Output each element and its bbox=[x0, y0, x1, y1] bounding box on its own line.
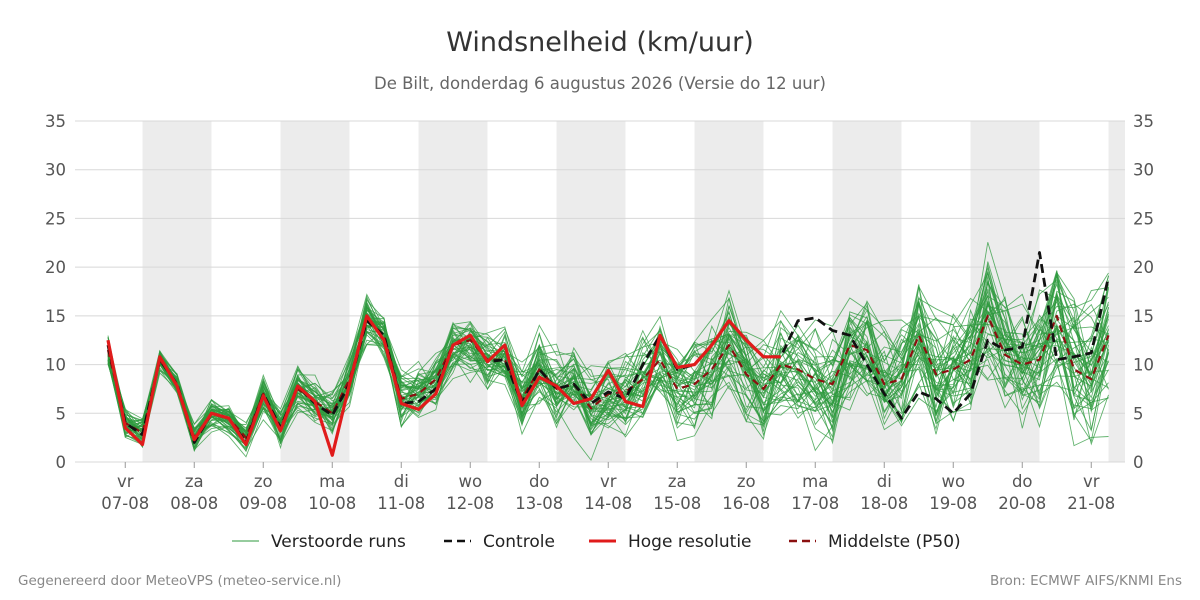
y-tick-label-right: 15 bbox=[1133, 307, 1154, 326]
x-tick-day: do bbox=[1012, 472, 1033, 491]
x-tick-date: 09-08 bbox=[239, 494, 287, 513]
x-tick-date: 20-08 bbox=[998, 494, 1046, 513]
x-tick-day: zo bbox=[254, 472, 273, 491]
high-resolution-line bbox=[106, 314, 781, 457]
main-series bbox=[106, 251, 1110, 457]
y-tick-label-left: 35 bbox=[45, 112, 66, 131]
legend-label: Verstoorde runs bbox=[271, 532, 406, 552]
x-tick-date: 07-08 bbox=[101, 494, 149, 513]
y-tick-label-left: 25 bbox=[45, 209, 66, 228]
legend-label: Controle bbox=[483, 532, 555, 552]
x-tick-date: 12-08 bbox=[446, 494, 494, 513]
legend-label: Middelste (P50) bbox=[828, 532, 961, 552]
y-tick-label-right: 35 bbox=[1133, 112, 1154, 131]
ensemble-member-line bbox=[107, 276, 1109, 452]
y-tick-label-left: 10 bbox=[45, 356, 66, 375]
x-tick-day: za bbox=[668, 472, 687, 491]
x-tick-date: 13-08 bbox=[515, 494, 563, 513]
x-tick-date: 19-08 bbox=[929, 494, 977, 513]
x-tick-day: vr bbox=[1083, 472, 1100, 491]
x-axis-ticks: vr 07-08 za 08-08 zo 09-08 ma 10-08 di 11-08 wo 12-… bbox=[101, 462, 1115, 513]
legend-label: Hoge resolutie bbox=[628, 532, 752, 552]
y-tick-label-right: 30 bbox=[1133, 161, 1154, 180]
x-tick-day: wo bbox=[458, 472, 482, 491]
x-tick-date: 14-08 bbox=[584, 494, 632, 513]
ensemble-member-line bbox=[107, 304, 1109, 450]
day-band bbox=[418, 121, 488, 462]
x-tick-date: 17-08 bbox=[791, 494, 839, 513]
chart-subtitle: De Bilt, donderdag 6 augustus 2026 (Vers… bbox=[374, 74, 826, 93]
y-tick-label-left: 15 bbox=[45, 307, 66, 326]
day-band bbox=[142, 121, 212, 462]
footer-source: Bron: ECMWF AIFS/KNMI Ens bbox=[990, 573, 1182, 589]
x-tick-day: ma bbox=[319, 472, 345, 491]
x-tick-day: wo bbox=[941, 472, 965, 491]
y-tick-label-left: 20 bbox=[45, 258, 66, 277]
x-tick-date: 18-08 bbox=[860, 494, 908, 513]
y-axis-ticks: 0 0 5 5 10 10 15 15 20 20 25 25 30 30 35 35 bbox=[45, 112, 1154, 472]
x-tick-date: 08-08 bbox=[170, 494, 218, 513]
x-tick-day: vr bbox=[117, 472, 134, 491]
x-tick-day: di bbox=[394, 472, 409, 491]
y-tick-label-right: 0 bbox=[1133, 453, 1144, 472]
x-tick-date: 10-08 bbox=[308, 494, 356, 513]
footer-credit: Gegenereerd door MeteoVPS (meteo-service… bbox=[18, 573, 341, 589]
y-tick-label-right: 5 bbox=[1133, 404, 1144, 423]
x-tick-date: 11-08 bbox=[377, 494, 425, 513]
legend: Verstoorde runs Controle Hoge resolutie Mid… bbox=[232, 532, 961, 552]
day-band bbox=[1108, 121, 1125, 462]
y-tick-label-left: 5 bbox=[56, 404, 67, 423]
ensemble-member-line bbox=[107, 284, 1109, 449]
x-tick-day: vr bbox=[600, 472, 617, 491]
y-tick-label-right: 25 bbox=[1133, 209, 1154, 228]
x-tick-date: 16-08 bbox=[722, 494, 770, 513]
x-tick-date: 21-08 bbox=[1067, 494, 1115, 513]
x-tick-day: di bbox=[877, 472, 892, 491]
x-tick-date: 15-08 bbox=[653, 494, 701, 513]
y-tick-label-left: 0 bbox=[56, 453, 67, 472]
y-tick-label-right: 10 bbox=[1133, 356, 1154, 375]
ensemble-member-line bbox=[107, 298, 1109, 438]
x-tick-day: za bbox=[185, 472, 204, 491]
ensemble-member-line bbox=[107, 270, 1109, 450]
x-tick-day: zo bbox=[737, 472, 756, 491]
x-tick-day: do bbox=[529, 472, 550, 491]
chart-title: Windsnelheid (km/uur) bbox=[446, 27, 754, 58]
y-tick-label-right: 20 bbox=[1133, 258, 1154, 277]
x-tick-day: ma bbox=[802, 472, 828, 491]
y-tick-label-left: 30 bbox=[45, 161, 66, 180]
